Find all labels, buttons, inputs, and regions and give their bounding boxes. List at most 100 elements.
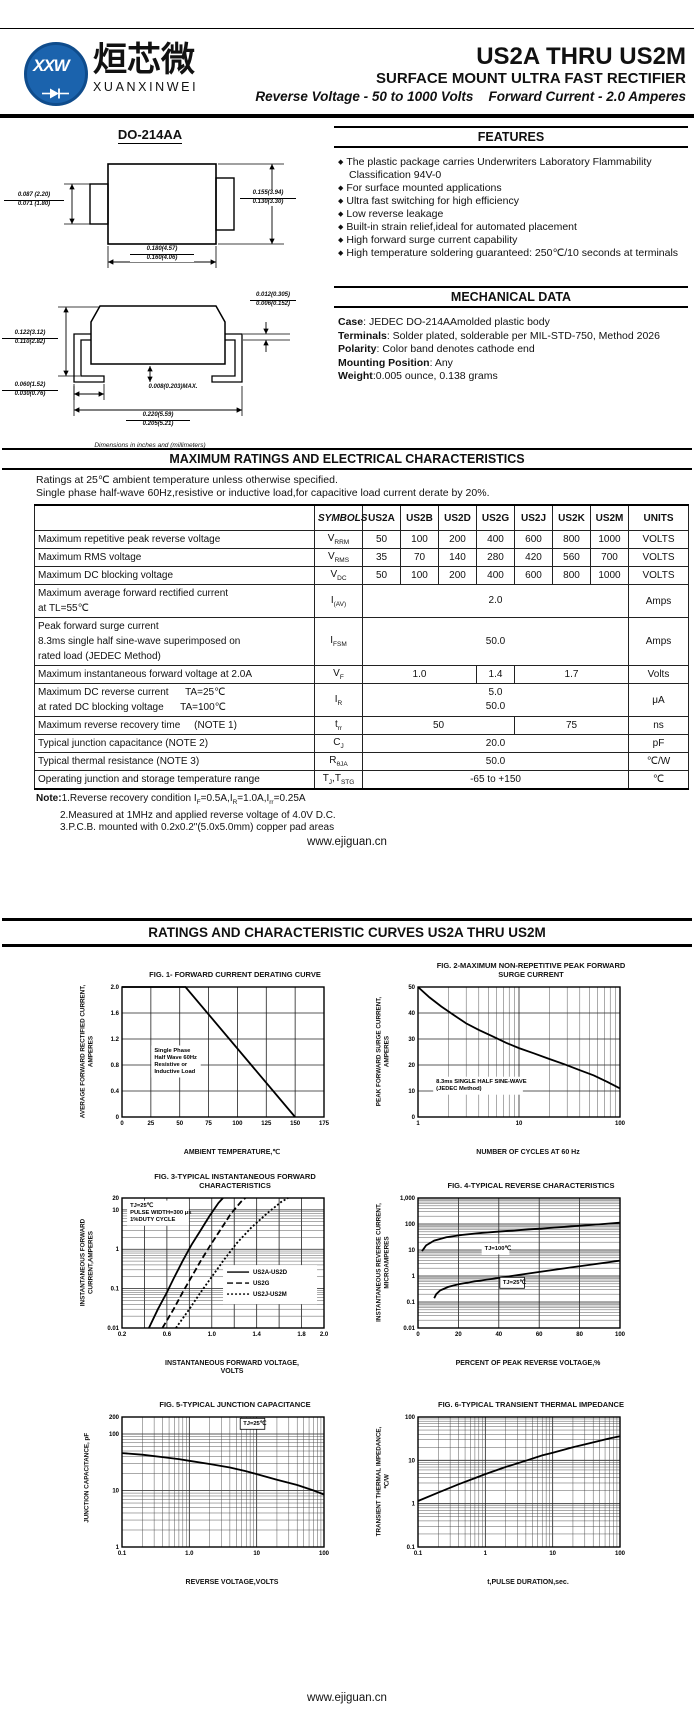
feature-text: For surface mounted applications bbox=[346, 182, 502, 194]
svg-text:75: 75 bbox=[205, 1121, 212, 1127]
top-border-line bbox=[0, 28, 694, 29]
feature-text: High temperature soldering guaranteed: 2… bbox=[346, 247, 679, 259]
unit-cell: μA bbox=[628, 683, 689, 717]
svg-text:2.0: 2.0 bbox=[320, 1332, 329, 1338]
package-title-wrap: DO-214AA bbox=[0, 126, 300, 144]
svg-text:40: 40 bbox=[408, 1011, 415, 1017]
svg-text:0.1: 0.1 bbox=[118, 1551, 127, 1557]
dim-value: 0.060(1.52) bbox=[2, 382, 58, 391]
mechanical-line: Weight:0.005 ounce, 0.138 grams bbox=[338, 370, 498, 382]
dim-value: 0.130(3.30) bbox=[252, 198, 284, 205]
logo-circle-icon: XXW bbox=[24, 42, 88, 106]
diode-symbol-icon bbox=[42, 88, 69, 99]
fig3-series-us2a-us2d bbox=[148, 1197, 224, 1329]
svg-text:0: 0 bbox=[416, 1332, 420, 1338]
dim-value: 0.155(3.94) bbox=[240, 190, 296, 199]
parameter-cell: Peak forward surge current 8.3ms single h… bbox=[34, 617, 315, 666]
svg-text:125: 125 bbox=[261, 1121, 272, 1127]
svg-text:1: 1 bbox=[412, 1502, 416, 1508]
param-header bbox=[34, 504, 315, 531]
parameter-cell: Maximum repetitive peak reverse voltage bbox=[34, 530, 315, 549]
dim-lead-foot: 0.060(1.52) 0.030(0.76) bbox=[2, 382, 58, 398]
value-cell: 400 bbox=[476, 566, 515, 585]
dim-value: 0.220(5.59) bbox=[126, 412, 190, 421]
website-link[interactable]: www.ejiguan.cn bbox=[307, 836, 387, 848]
fig2-x-axis-label: NUMBER OF CYCLES AT 60 Hz bbox=[476, 1149, 580, 1156]
svg-text:0.8: 0.8 bbox=[111, 1063, 120, 1069]
svg-text:PULSE WIDTH=300 μs: PULSE WIDTH=300 μs bbox=[130, 1210, 191, 1216]
fig1-plot-area: AVERAGE FORWARD RECTIFIED CURRENT, AMPER… bbox=[80, 981, 368, 1146]
fig4-series-tj-100c bbox=[421, 1221, 621, 1252]
fig5-series-junction-capacitance bbox=[121, 1452, 325, 1496]
svg-text:100: 100 bbox=[615, 1121, 626, 1127]
mechanical-line: Polarity: Color band denotes cathode end bbox=[338, 343, 535, 355]
part-header: US2M bbox=[590, 504, 629, 531]
table-row: Maximum average forward rectified curren… bbox=[34, 584, 689, 618]
svg-text:1: 1 bbox=[416, 1121, 420, 1127]
svg-text:100: 100 bbox=[405, 1222, 416, 1228]
value-cell: 70 bbox=[400, 548, 439, 567]
value-cell: 400 bbox=[476, 530, 515, 549]
part-number-range: US2A THRU US2M bbox=[476, 43, 686, 70]
symbol-cell: CJ bbox=[314, 734, 363, 753]
dim-tab-height: 0.087 (2.20) 0.071 (1.80) bbox=[4, 192, 64, 208]
table-row: Maximum reverse recovery time (NOTE 1) tr… bbox=[34, 716, 689, 735]
svg-text:Single Phase: Single Phase bbox=[154, 1048, 191, 1054]
fig6-y-axis-label: TRANSIENT THERMAL IMPEDANCE, ℃/W bbox=[375, 1426, 391, 1537]
fig3-series-us2g bbox=[161, 1197, 246, 1329]
fig5-canvas: 0.1 1.0 10 100 1 10 100 200 TJ=25℃ bbox=[109, 1415, 330, 1557]
bullet-icon: ◆ bbox=[338, 159, 344, 166]
fig1-canvas: 0 25 50 75 100 125 150 175 0 0.4 0.8 1.2 1.6 2.0 Singl… bbox=[111, 985, 330, 1127]
brand-logo: XXW 烜芯微 XUANXINWEI bbox=[24, 42, 198, 106]
table-row: Maximum repetitive peak reverse voltage V… bbox=[34, 530, 689, 549]
fig1-title: FIG. 1- FORWARD CURRENT DERATING CURVE bbox=[149, 969, 321, 979]
svg-text:Half Wave 60Hz: Half Wave 60Hz bbox=[154, 1055, 197, 1061]
value-cell: 35 bbox=[362, 548, 401, 567]
bullet-icon: ◆ bbox=[338, 211, 344, 218]
bullet-icon: ◆ bbox=[338, 237, 344, 244]
fig5-y-axis-label: JUNCTION CAPACITANCE, pF bbox=[83, 1432, 91, 1523]
table-row: Maximum DC reverse current TA=25℃ at rate… bbox=[34, 683, 689, 717]
svg-text:10: 10 bbox=[408, 1089, 415, 1095]
svg-text:TJ=25℃: TJ=25℃ bbox=[243, 1420, 267, 1427]
svg-text:0.1: 0.1 bbox=[111, 1287, 120, 1293]
package-side-view: 0.122(3.12) 0.110(2.82) 0.012(0.305) 0.0… bbox=[0, 278, 300, 430]
feature-item: ◆ The plastic package carries Underwriter… bbox=[338, 156, 688, 182]
fig2-title: FIG. 2-MAXIMUM NON-REPETITIVE PEAK FORWA… bbox=[436, 961, 626, 979]
feature-text: Ultra fast switching for high efficiency bbox=[346, 195, 519, 207]
table-row: Peak forward surge current 8.3ms single h… bbox=[34, 617, 689, 666]
value-cell: 50.0 bbox=[362, 617, 629, 666]
svg-text:100: 100 bbox=[109, 1432, 120, 1438]
package-name: DO-214AA bbox=[117, 127, 183, 144]
fig3-title: FIG. 3-TYPICAL INSTANTANEOUS FORWARD CHA… bbox=[154, 1172, 316, 1190]
fig4-plot-area: INSTANTANEOUS REVERSE CURRENT, MICROAMPE… bbox=[376, 1192, 664, 1357]
value-cell: 1000 bbox=[590, 530, 629, 549]
value-cell: 5.0 50.0 bbox=[362, 683, 629, 717]
parameter-cell: Maximum DC reverse current TA=25℃ at rate… bbox=[34, 683, 315, 717]
unit-cell: VOLTS bbox=[628, 566, 689, 585]
svg-text:US2G: US2G bbox=[253, 1281, 270, 1287]
value-cell: 50.0 bbox=[362, 752, 629, 771]
svg-text:1.8: 1.8 bbox=[297, 1332, 306, 1338]
fig2-series-surge-current bbox=[417, 986, 621, 1090]
fig6-canvas: 0.1 1 10 100 0.1 1 10 100 bbox=[405, 1415, 626, 1557]
parameter-cell: Maximum DC blocking voltage bbox=[34, 566, 315, 585]
header-title-block: US2A THRU US2M SURFACE MOUNT ULTRA FAST … bbox=[255, 44, 686, 105]
unit-cell: ns bbox=[628, 716, 689, 735]
svg-text:1.0: 1.0 bbox=[208, 1332, 217, 1338]
main-columns: DO-214AA bbox=[0, 122, 694, 449]
dim-body-height: 0.155(3.94) 0.130(3.30) bbox=[240, 190, 296, 206]
symbol-cell: RθJA bbox=[314, 752, 363, 771]
feature-item: ◆ High forward surge current capability bbox=[338, 234, 688, 247]
dim-value: 0.180(4.57) bbox=[130, 246, 194, 255]
mechanical-line: Case: JEDEC DO-214AAmolded plastic body bbox=[338, 316, 550, 328]
bullet-icon: ◆ bbox=[338, 198, 344, 205]
svg-text:1.6: 1.6 bbox=[111, 1011, 120, 1017]
svg-text:1.2: 1.2 bbox=[111, 1037, 120, 1043]
parameter-cell: Maximum instantaneous forward voltage at… bbox=[34, 665, 315, 684]
svg-text:100: 100 bbox=[319, 1551, 330, 1557]
svg-text:1%DUTY CYCLE: 1%DUTY CYCLE bbox=[130, 1217, 175, 1223]
website-link[interactable]: www.ejiguan.cn bbox=[307, 1692, 387, 1704]
svg-text:100: 100 bbox=[615, 1332, 626, 1338]
parameter-cell: Maximum average forward rectified curren… bbox=[34, 584, 315, 618]
